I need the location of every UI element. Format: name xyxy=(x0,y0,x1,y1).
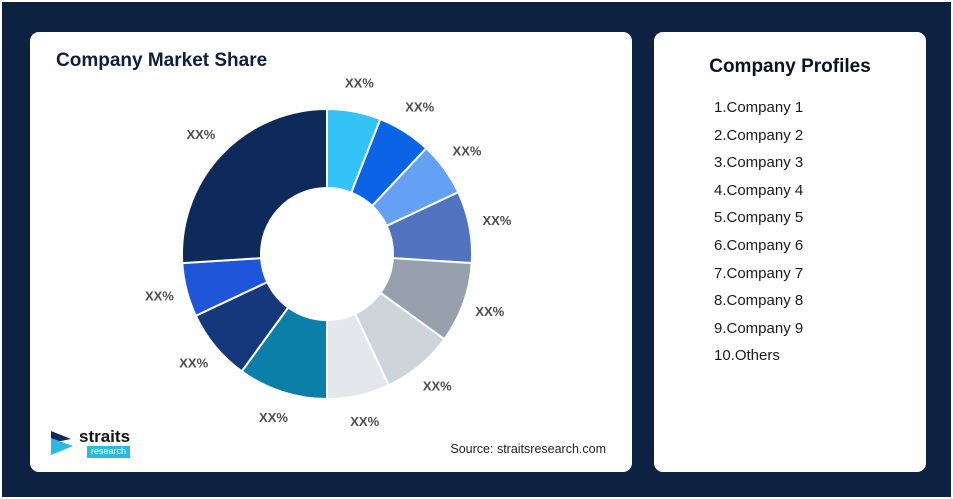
slice-label: XX% xyxy=(186,127,215,142)
donut-chart: XX% XX% XX% XX% XX% XX% XX% XX% XX% XX% XX% xyxy=(145,76,512,430)
company-list-item: 3.Company 3 xyxy=(714,154,804,172)
company-list-item: 6.Company 6 xyxy=(714,236,804,254)
company-list-item: 10.Others xyxy=(714,347,780,365)
chart-title: Company Market Share xyxy=(56,50,268,71)
slice-label: XX% xyxy=(453,144,482,159)
slice-label: XX% xyxy=(423,379,452,394)
company-list-item: 9.Company 9 xyxy=(714,319,804,337)
company-list-item: 5.Company 5 xyxy=(714,209,804,227)
company-list-item: 4.Company 4 xyxy=(714,181,804,199)
slice-label: XX% xyxy=(345,76,374,91)
company-list-item: 7.Company 7 xyxy=(714,264,804,282)
slice-label: XX% xyxy=(350,414,379,429)
logo-name: straits xyxy=(79,427,131,447)
slice-label: XX% xyxy=(179,356,208,371)
straits-logo-text: straits research xyxy=(79,427,131,458)
company-profiles-list: 1.Company 1 2.Company 2 3.Company 3 4.Compa… xyxy=(654,94,926,370)
slice-label: XX% xyxy=(145,288,174,303)
company-list-item: 1.Company 1 xyxy=(714,99,804,116)
company-list-item: 2.Company 2 xyxy=(714,126,804,144)
slice-label: XX% xyxy=(475,304,504,319)
straits-logo-icon xyxy=(51,431,73,456)
profiles-title: Company Profiles xyxy=(709,56,871,77)
donut-slice xyxy=(181,107,328,265)
slice-label: XX% xyxy=(405,99,434,114)
source-text: Source: straitsresearch.com xyxy=(450,442,606,456)
straits-logo: straits research xyxy=(50,427,131,458)
market-share-card: Company Market Share XX% XX% XX% XX% XX% XX% X… xyxy=(30,32,632,472)
company-profiles-card: Company Profiles 1.Company 1 2.Company 2 3… xyxy=(654,32,926,472)
company-list-item: 8.Company 8 xyxy=(714,292,804,310)
slice-label: XX% xyxy=(259,410,288,425)
logo-subtitle: research xyxy=(87,446,131,458)
slice-label: XX% xyxy=(482,213,511,228)
